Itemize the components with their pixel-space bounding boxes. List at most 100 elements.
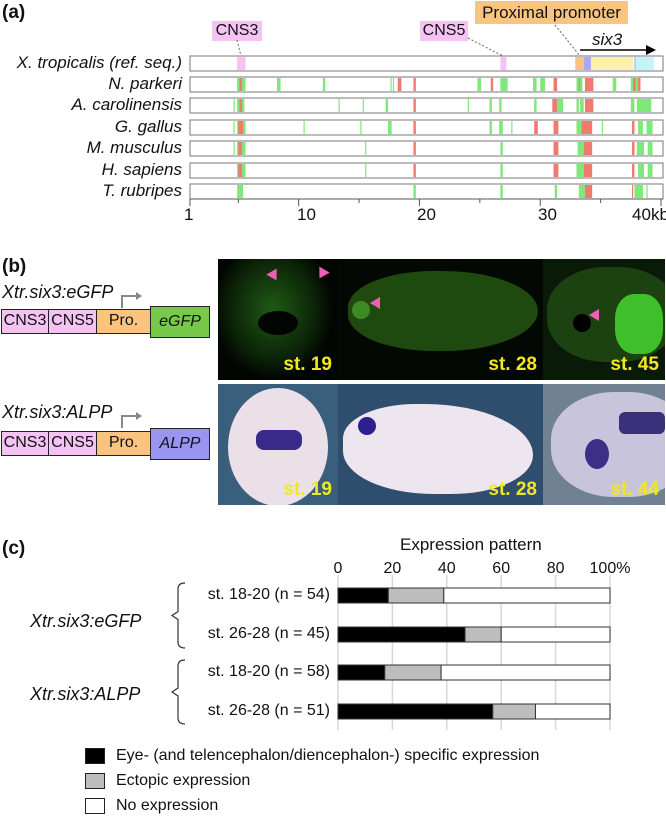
- conservation-block: [385, 99, 389, 112]
- track-background: [189, 55, 664, 72]
- species-label: A. carolinensis: [71, 95, 182, 114]
- conservation-block: [638, 78, 641, 91]
- species-label-ref: X. tropicalis (ref. seq.): [16, 53, 182, 72]
- conservation-block: [511, 121, 513, 134]
- conservation-block: [584, 78, 594, 91]
- alpp-photo-st44: st. 44: [543, 384, 665, 505]
- conservation-block: [390, 78, 392, 91]
- conservation-block: [576, 99, 579, 112]
- conservation-block: [584, 99, 594, 112]
- conservation-block: [534, 121, 538, 134]
- species-label: N. parkeri: [108, 74, 182, 93]
- conservation-tracks: [189, 24, 664, 206]
- conservation-block: [365, 142, 367, 155]
- conservation-block: [338, 99, 340, 112]
- conservation-block: [583, 57, 591, 70]
- tss-arrow-icon: [121, 292, 142, 308]
- promoter-element: Pro.: [96, 309, 151, 334]
- bar-segment: [384, 664, 442, 681]
- conservation-block: [365, 164, 367, 177]
- conservation-block: [583, 164, 593, 177]
- conservation-block: [601, 121, 604, 134]
- group-label: Xtr.six3:eGFP: [30, 611, 142, 631]
- stage-label: st. 19: [283, 354, 332, 375]
- group-bracket: [170, 582, 186, 649]
- conservation-block: [413, 164, 416, 177]
- track-background: [189, 140, 664, 157]
- group-label: Xtr.six3:ALPP: [30, 684, 141, 704]
- bar-segment: [337, 664, 386, 681]
- conservation-block: [647, 142, 653, 155]
- conservation-block: [577, 142, 584, 155]
- conservation-block: [583, 142, 593, 155]
- legend-swatch-ectopic: [85, 773, 105, 789]
- bar-segment: [387, 587, 445, 604]
- conservation-block: [553, 142, 559, 155]
- conservation-block: [362, 99, 364, 112]
- conservation-block: [322, 78, 326, 91]
- species-label: H. sapiens: [101, 160, 182, 179]
- group-bracket: [170, 659, 186, 725]
- bar-segment: [464, 626, 502, 643]
- conservation-block: [646, 185, 648, 198]
- egfp-photo-st45: st. 45: [543, 259, 665, 380]
- conservation-block: [578, 78, 581, 91]
- legend-label: No expression: [116, 797, 219, 814]
- conservation-block: [552, 99, 558, 112]
- conservation-block: [239, 78, 242, 91]
- conservation-block: [638, 121, 643, 134]
- conservation-block: [632, 142, 635, 155]
- construct-name: Xtr.six3:ALPP: [2, 402, 113, 422]
- stage-label: st. 45: [610, 354, 659, 375]
- row-label: st. 18-20 (n = 58): [207, 663, 330, 680]
- axis-tick-label: 10: [297, 205, 316, 224]
- bar-segment: [492, 703, 536, 720]
- conservation-block: [636, 142, 645, 155]
- bar-segment: [440, 664, 611, 681]
- conservation-block: [638, 164, 645, 177]
- conservation-block: [576, 121, 582, 134]
- alpp-photo-st28: st. 28: [338, 384, 543, 505]
- bar-segment: [337, 587, 389, 604]
- axis-tick-label: 1: [184, 205, 194, 224]
- conservation-block: [553, 164, 559, 177]
- cns3-element: CNS3: [1, 431, 49, 456]
- cns5-annotation: CNS5: [420, 21, 468, 41]
- conservation-block: [499, 99, 502, 112]
- conservation-block: [238, 142, 242, 155]
- conservation-block: [303, 121, 305, 134]
- species-label: M. musculus: [86, 138, 182, 157]
- conservation-block: [612, 78, 617, 91]
- x-tick-label: 0: [334, 560, 343, 577]
- promoter-annotation: Proximal promoter: [475, 1, 628, 24]
- x-tick-label: 40: [438, 560, 456, 577]
- conservation-block: [575, 57, 584, 70]
- legend-label: Ectopic expression: [116, 772, 251, 789]
- axis-unit-label: kb: [651, 205, 666, 224]
- leader-line: [554, 24, 581, 57]
- conservation-block: [632, 121, 635, 134]
- conservation-block: [233, 121, 235, 134]
- conservation-block: [276, 78, 281, 91]
- conservation-block: [237, 185, 244, 198]
- bar-segment: [443, 587, 611, 604]
- conservation-block: [413, 99, 416, 112]
- egfp-reporter: eGFP: [150, 306, 210, 338]
- x-tick-label: 100%: [590, 560, 631, 577]
- stage-label: st. 28: [488, 479, 537, 500]
- conservation-block: [500, 78, 508, 91]
- construct-name: Xtr.six3:eGFP: [2, 282, 114, 302]
- conservation-block: [413, 78, 416, 91]
- conservation-block: [238, 164, 242, 177]
- conservation-block: [647, 164, 653, 177]
- conservation-block: [634, 185, 643, 198]
- arrowhead-icon: [589, 309, 599, 321]
- row-label: st. 26-28 (n = 45): [207, 625, 330, 642]
- conservation-block: [500, 57, 507, 70]
- legend-swatch-none: [85, 798, 105, 814]
- cns5-element: CNS5: [48, 309, 97, 334]
- conservation-block: [633, 78, 636, 91]
- conservation-block: [499, 121, 503, 134]
- cns3-annotation: CNS3: [212, 21, 262, 41]
